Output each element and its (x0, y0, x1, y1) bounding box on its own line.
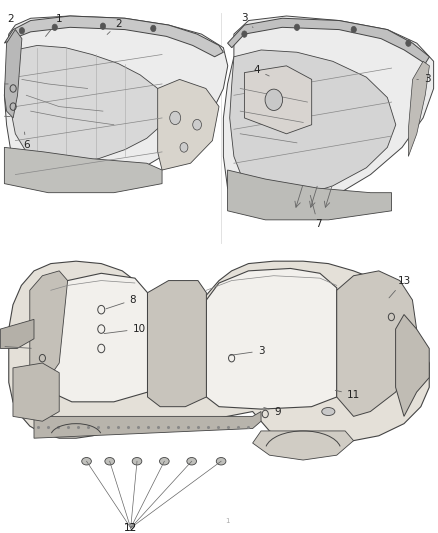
Circle shape (351, 26, 357, 33)
Polygon shape (223, 16, 434, 215)
Polygon shape (4, 16, 228, 186)
Polygon shape (4, 29, 22, 118)
Polygon shape (0, 319, 34, 349)
Polygon shape (13, 363, 59, 421)
Circle shape (180, 142, 188, 152)
Ellipse shape (187, 457, 197, 465)
Text: 4: 4 (254, 66, 269, 76)
Polygon shape (9, 261, 429, 446)
Text: 12: 12 (124, 523, 138, 533)
Polygon shape (337, 271, 417, 416)
Circle shape (52, 24, 57, 30)
Text: 1: 1 (226, 518, 230, 524)
Polygon shape (34, 411, 261, 438)
Polygon shape (228, 18, 429, 63)
Text: 8: 8 (106, 295, 136, 309)
Polygon shape (4, 16, 223, 57)
Circle shape (193, 119, 201, 130)
Circle shape (294, 24, 300, 30)
Circle shape (100, 23, 106, 29)
Polygon shape (230, 50, 396, 197)
Text: 6: 6 (23, 132, 30, 150)
Polygon shape (148, 280, 206, 407)
Polygon shape (11, 45, 166, 163)
Circle shape (170, 111, 180, 125)
Text: 3: 3 (0, 79, 8, 89)
Polygon shape (206, 269, 337, 409)
Polygon shape (244, 66, 312, 134)
Text: 9: 9 (0, 341, 31, 351)
Ellipse shape (82, 457, 92, 465)
Circle shape (265, 89, 283, 110)
Polygon shape (4, 147, 162, 192)
Circle shape (242, 31, 247, 37)
Polygon shape (228, 170, 392, 220)
Ellipse shape (322, 408, 335, 416)
Ellipse shape (105, 457, 114, 465)
Text: 12: 12 (124, 523, 138, 533)
Text: 13: 13 (389, 276, 411, 298)
Text: 3: 3 (230, 346, 265, 356)
Polygon shape (396, 314, 429, 416)
Text: 10: 10 (104, 324, 146, 334)
Text: 1: 1 (46, 14, 63, 36)
Text: 5: 5 (0, 111, 11, 120)
Text: 9: 9 (264, 407, 281, 416)
Polygon shape (51, 273, 148, 402)
Circle shape (406, 40, 411, 46)
Circle shape (151, 25, 156, 31)
Polygon shape (253, 431, 353, 460)
Polygon shape (158, 79, 219, 170)
Text: 2: 2 (7, 14, 16, 31)
Text: 7: 7 (310, 196, 321, 229)
Ellipse shape (132, 457, 142, 465)
Text: 3: 3 (417, 75, 431, 84)
Polygon shape (408, 61, 429, 157)
Ellipse shape (159, 457, 169, 465)
Text: 11: 11 (335, 390, 360, 400)
Polygon shape (30, 271, 67, 387)
Ellipse shape (216, 457, 226, 465)
Text: 2: 2 (107, 19, 122, 35)
Circle shape (19, 28, 25, 34)
Text: 3: 3 (241, 13, 253, 28)
